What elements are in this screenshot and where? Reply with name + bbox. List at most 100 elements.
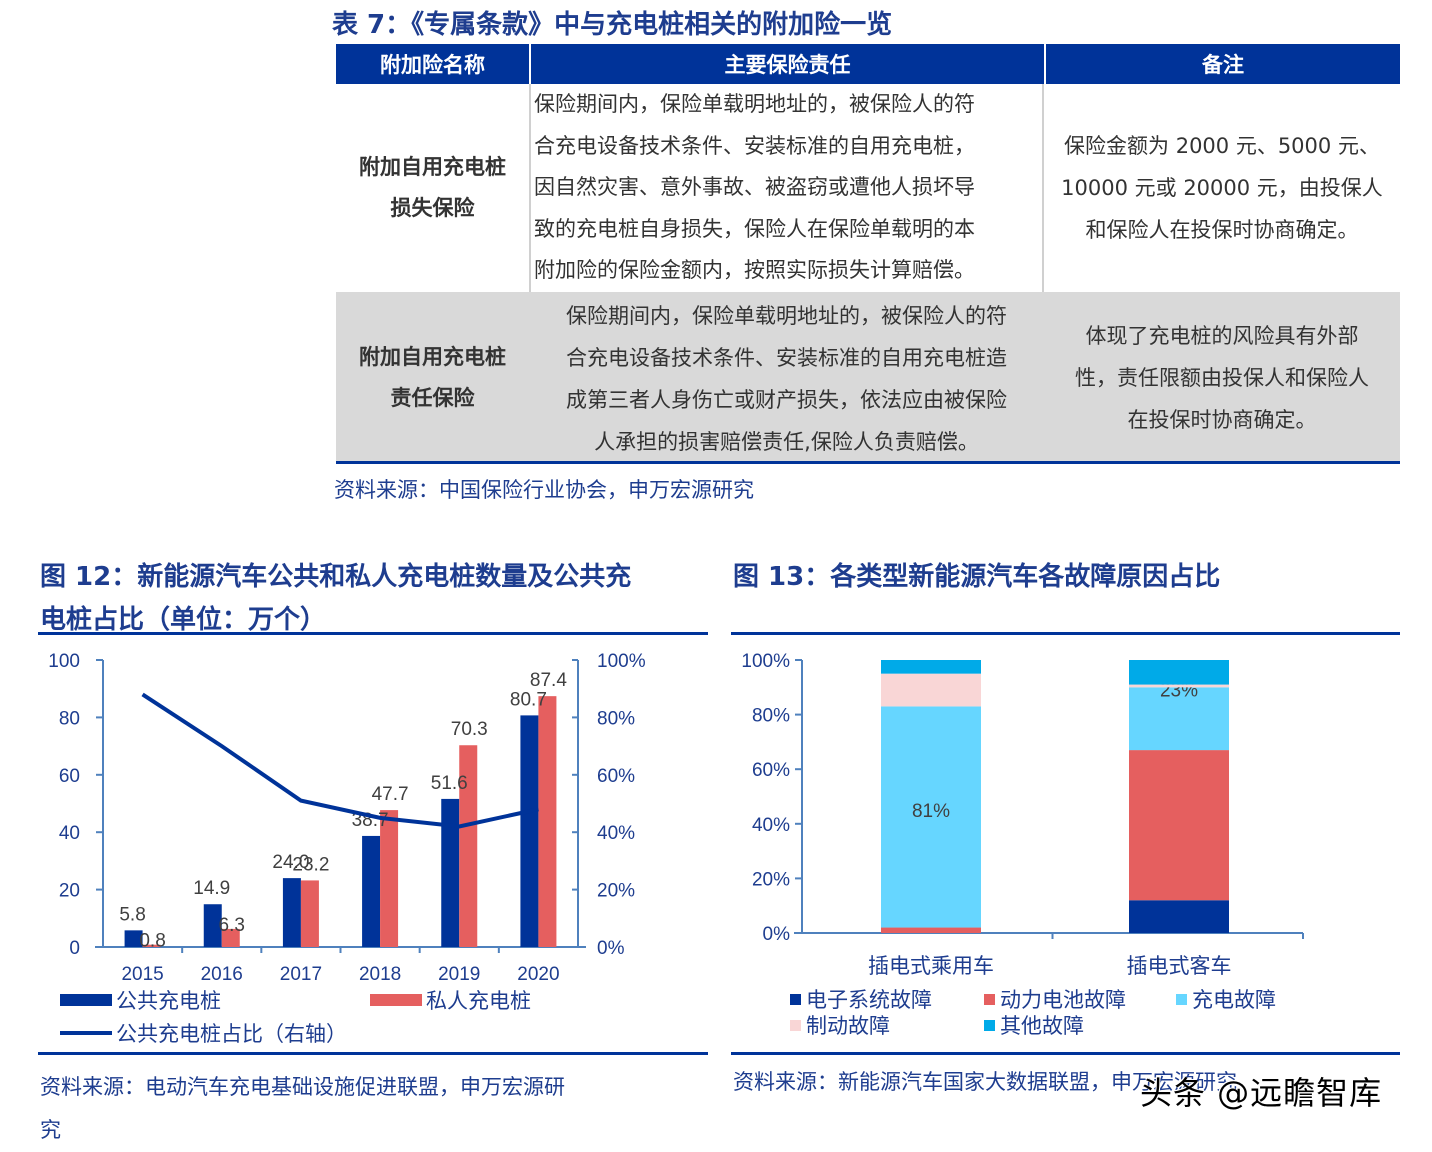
stack-segment (881, 927, 981, 933)
legend-swatch (984, 1019, 995, 1031)
legend-line-ratio (60, 1031, 112, 1035)
cell-line: 在投保时协商确定。 (1127, 408, 1317, 432)
data-label: 0.8 (139, 931, 165, 952)
duty-cell: 保险期间内，保险单载明地址的，被保险人的符 合充电设备技术条件、安装标准的自用充… (531, 84, 1044, 292)
legend-label: 其他故障 (1000, 1014, 1084, 1038)
cell-line: 合充电设备技术条件、安装标准的自用充电桩造 (566, 346, 1007, 370)
data-label: 6.3 (219, 915, 245, 936)
y2-tick-label: 100% (597, 651, 646, 672)
y2-tick-label: 60% (597, 766, 635, 787)
data-label: 70.3 (451, 719, 488, 740)
bar-public (203, 904, 222, 947)
x-tick-label: 2018 (359, 964, 401, 980)
bar-private (459, 745, 478, 947)
x-tick-label: 2015 (121, 964, 163, 980)
legend-label: 公共充电桩占比（右轴） (116, 1022, 347, 1046)
addon-name-cell: 附加自用充电桩 损失保险 (336, 84, 531, 292)
data-label: 80.7 (510, 689, 547, 710)
legend-ratio: 公共充电桩占比（右轴） (60, 1018, 347, 1048)
stack-segment (1129, 750, 1229, 901)
legend-other: 其他故障 (984, 1010, 1084, 1040)
stack-segment (1129, 660, 1229, 685)
cell-line: 成第三者人身伤亡或财产损失，依法应由被保险 (566, 388, 1007, 412)
y-tick-label: 20% (752, 869, 790, 890)
ratio-line (141, 692, 539, 829)
y-tick-label: 0 (69, 938, 80, 959)
cell-line: 保险期间内，保险单载明地址的，被保险人的符 (534, 92, 975, 116)
cell-line: 10000 元或 20000 元，由投保人 (1061, 176, 1383, 200)
bar-private (538, 696, 557, 947)
header-note: 备注 (1202, 53, 1244, 77)
source-line: 究 (40, 1118, 61, 1142)
bar-private (380, 810, 399, 947)
y2-tick-label: 20% (597, 881, 635, 902)
table-header: 附加险名称 主要保险责任 备注 (336, 44, 1400, 84)
legend-brake: 制动故障 (790, 1010, 890, 1040)
fig12-source: 资料来源：电动汽车充电基础设施促进联盟，申万宏源研 究 (40, 1066, 565, 1152)
bar-public (362, 835, 381, 947)
legend-label: 制动故障 (806, 1014, 890, 1038)
legend-label: 动力电池故障 (1000, 988, 1126, 1012)
legend-swatch (984, 993, 995, 1005)
x-tick-label: 2020 (517, 964, 559, 980)
legend-label: 公共充电桩 (116, 989, 221, 1013)
source-line: 资料来源：电动汽车充电基础设施促进联盟，申万宏源研 (40, 1075, 565, 1099)
cell-line: 体现了充电桩的风险具有外部 (1085, 324, 1359, 348)
bar-public (520, 715, 539, 947)
cell-line: 合充电设备技术条件、安装标准的自用充电桩， (534, 133, 975, 158)
x-tick-label: 2017 (280, 964, 322, 980)
y-tick-label: 60% (752, 760, 790, 781)
data-label: 14.9 (193, 878, 230, 899)
divider (38, 632, 708, 635)
cell-line: 性，责任限额由投保人和保险人 (1075, 366, 1369, 390)
cell-line: 责任保险 (390, 386, 475, 410)
x-tick-label: 2019 (438, 964, 480, 980)
y-tick-label: 40 (59, 823, 80, 844)
stack-segment (1129, 687, 1229, 751)
data-label: 51.6 (431, 773, 468, 794)
title-line: 电桩占比（单位：万个） (40, 605, 327, 635)
table-title: 表 7：《专属条款》中与充电桩相关的附加险一览 (332, 10, 893, 40)
divider (731, 1052, 1400, 1055)
divider (731, 632, 1400, 635)
y-tick-label: 20 (59, 881, 80, 902)
y-tick-label: 80 (59, 708, 80, 729)
y-tick-label: 40% (752, 815, 790, 836)
legend-label: 充电故障 (1192, 988, 1276, 1012)
cell-line: 和保险人在投保时协商确定。 (1085, 218, 1359, 242)
cell-line: 附加自用充电桩 (359, 345, 506, 369)
y-tick-label: 80% (752, 706, 790, 727)
y-tick-label: 100% (741, 651, 790, 672)
addon-name-cell: 附加自用充电桩 责任保险 (336, 295, 531, 461)
fig13-source: 资料来源：新能源汽车国家大数据联盟，申万宏源研究 (733, 1070, 1237, 1094)
y2-tick-label: 40% (597, 823, 635, 844)
table-source: 资料来源：中国保险行业协会，申万宏源研究 (334, 478, 754, 502)
data-label: 24.0 (272, 852, 309, 873)
header-main-duty: 主要保险责任 (531, 44, 1046, 84)
stack-segment (881, 706, 981, 928)
bar-private (221, 928, 240, 947)
cell-line: 保险金额为 2000 元、5000 元、 (1064, 134, 1380, 158)
bar-public (282, 878, 301, 947)
duty-cell: 保险期间内，保险单载明地址的，被保险人的符 合充电设备技术条件、安装标准的自用充… (531, 295, 1044, 461)
legend-label: 私人充电桩 (426, 989, 531, 1013)
legend-electronic: 电子系统故障 (790, 984, 932, 1014)
y-tick-label: 60 (59, 766, 80, 787)
table-row: 附加自用充电桩 责任保险 保险期间内，保险单载明地址的，被保险人的符 合充电设备技… (336, 295, 1400, 464)
legend-swatch-private (370, 994, 422, 1006)
cell-line: 损失保险 (390, 196, 475, 220)
table-row: 附加自用充电桩 损失保险 保险期间内，保险单载明地址的，被保险人的符 合充电设备技… (336, 84, 1400, 295)
cell-line: 附加险的保险金额内，按照实际损失计算赔偿。 (534, 258, 975, 282)
y-tick-label: 100 (48, 651, 80, 672)
data-label: 23.2 (292, 854, 329, 875)
data-label: 5.8 (119, 904, 145, 925)
legend-public: 公共充电桩 (60, 985, 221, 1015)
title-line: 图 12：新能源汽车公共和私人充电桩数量及公共充 (40, 562, 632, 592)
cell-line: 人承担的损害赔偿责任,保险人负责赔偿。 (594, 430, 979, 454)
legend-charging: 充电故障 (1176, 984, 1276, 1014)
watermark: 头条 @远瞻智库 (1140, 1074, 1383, 1112)
stack-segment (881, 673, 981, 707)
legend-battery: 动力电池故障 (984, 984, 1126, 1014)
fig12-title: 图 12：新能源汽车公共和私人充电桩数量及公共充 电桩占比（单位：万个） (40, 556, 631, 642)
